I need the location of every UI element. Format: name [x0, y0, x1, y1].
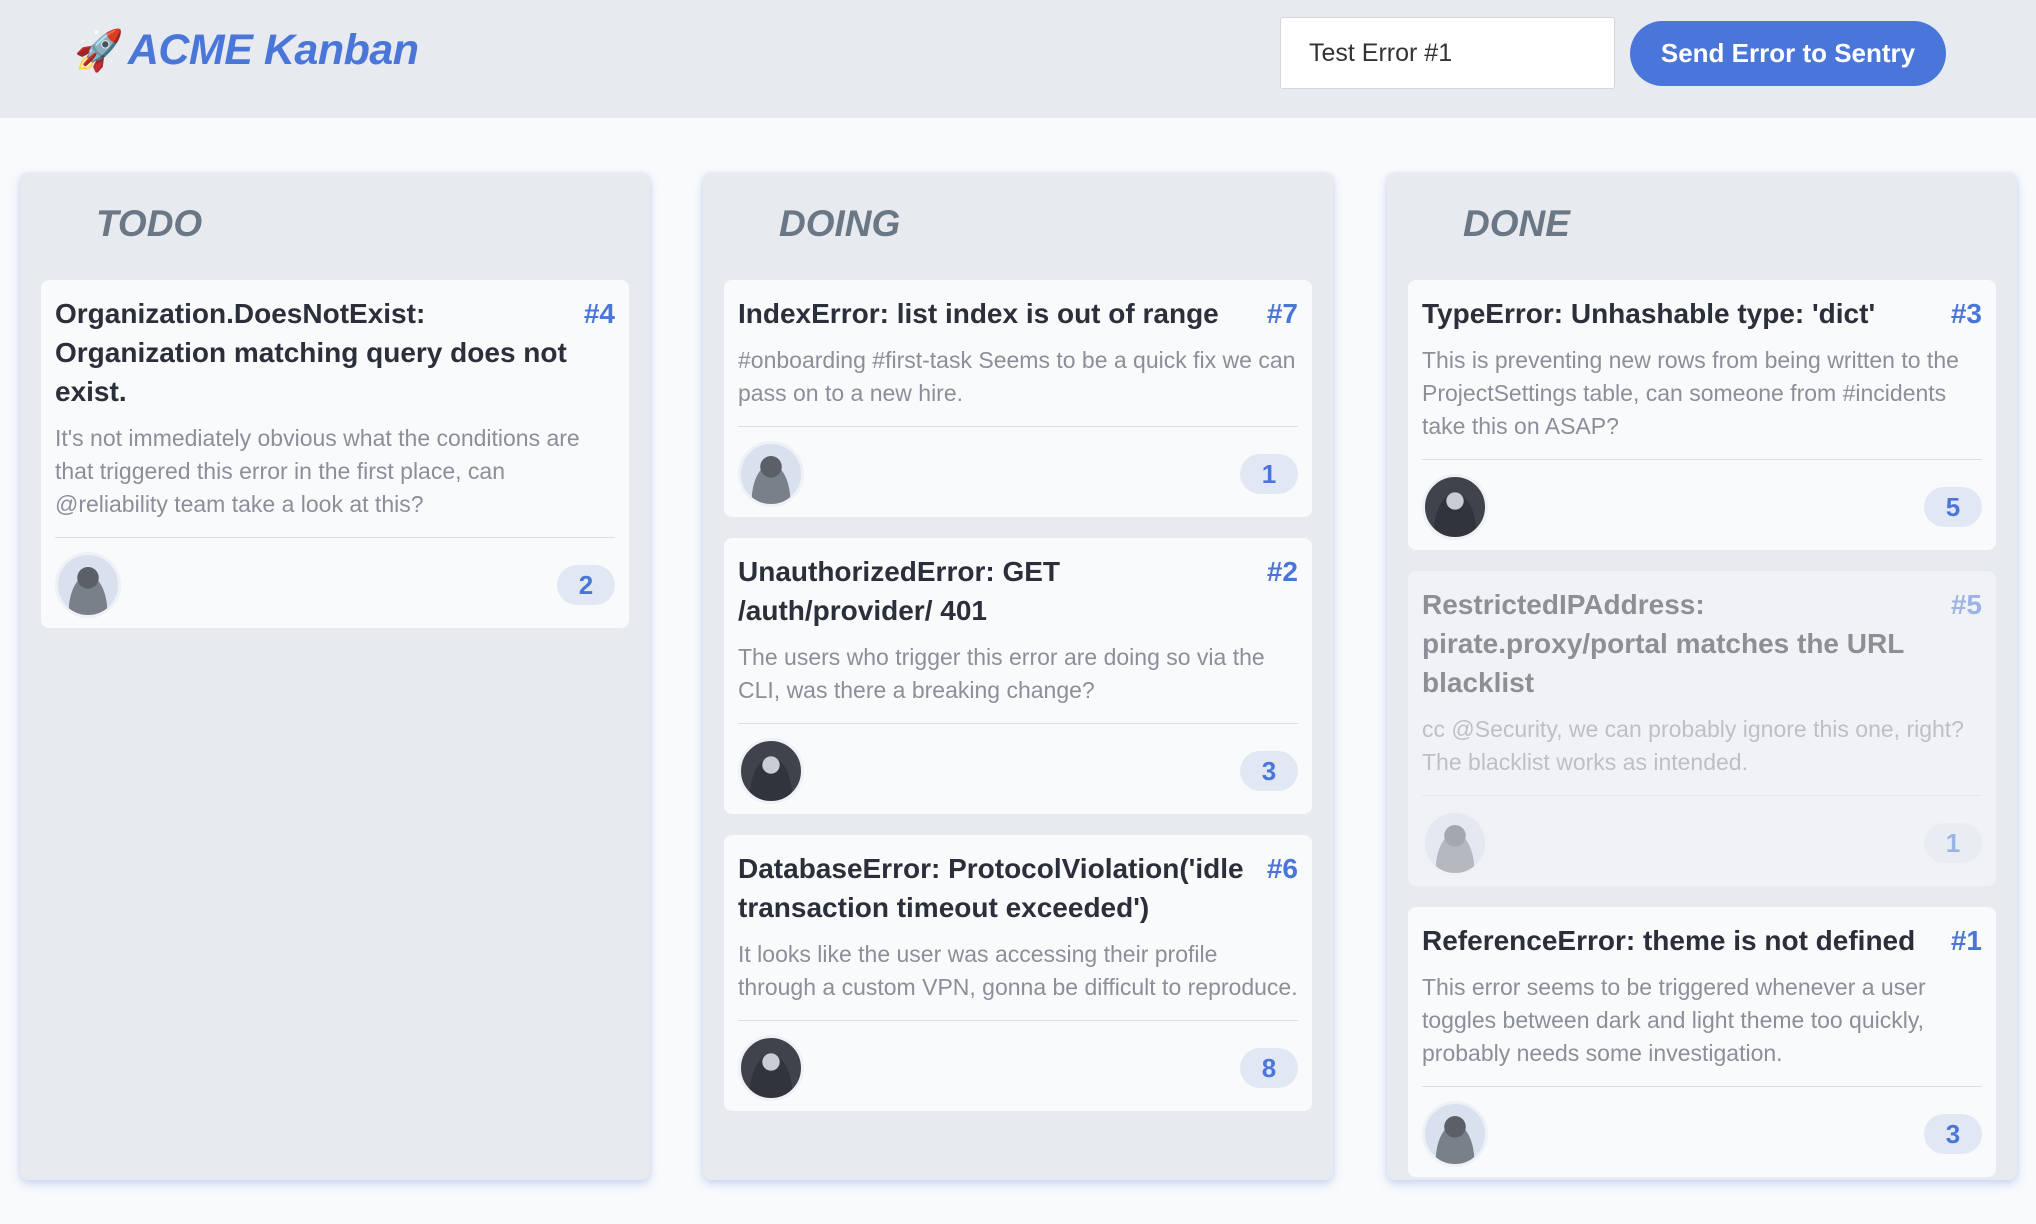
avatar-woman[interactable] [55, 552, 121, 618]
issue-description: It's not immediately obvious what the co… [55, 422, 615, 538]
issue-description: #onboarding #first-task Seems to be a qu… [738, 344, 1298, 427]
issue-title: IndexError: list index is out of range [738, 298, 1219, 329]
issue-id: #2 [1266, 556, 1298, 587]
column-doing: DOING IndexError: list index is out of r… [703, 173, 1333, 1180]
issue-title: ReferenceError: theme is not defined [1422, 925, 1916, 956]
error-message-input[interactable] [1280, 17, 1615, 89]
column-done: DONE TypeError: Unhashable type: 'dict' … [1387, 173, 2017, 1180]
issue-title: TypeError: Unhashable type: 'dict' [1422, 298, 1876, 329]
issue-card[interactable]: Organization.DoesNotExist: Organization … [41, 280, 629, 628]
event-count-badge: 8 [1240, 1048, 1298, 1088]
event-count-badge: 5 [1924, 487, 1982, 527]
issue-id: #5 [1950, 589, 1982, 620]
event-count-badge: 1 [1240, 454, 1298, 494]
avatar-man[interactable] [738, 1035, 804, 1101]
issue-id: #7 [1266, 298, 1298, 329]
issue-id: #4 [583, 298, 615, 329]
event-count-badge: 2 [557, 565, 615, 605]
issue-card[interactable]: IndexError: list index is out of range #… [724, 280, 1312, 517]
issue-id: #3 [1950, 298, 1982, 329]
issue-card[interactable]: UnauthorizedError: GET /auth/provider/ 4… [724, 538, 1312, 814]
issue-id: #1 [1950, 925, 1982, 956]
send-error-button[interactable]: Send Error to Sentry [1630, 21, 1946, 86]
logo: 🚀 ACME Kanban [74, 26, 419, 75]
event-count-badge: 3 [1924, 1114, 1982, 1154]
column-todo: TODO Organization.DoesNotExist: Organiza… [20, 173, 650, 1180]
issue-description: cc @Security, we can probably ignore thi… [1422, 713, 1982, 796]
issue-id: #6 [1266, 853, 1298, 884]
issue-title: RestrictedIPAddress: pirate.proxy/portal… [1422, 589, 1904, 698]
column-title: TODO [96, 203, 203, 244]
avatar-woman[interactable] [738, 441, 804, 507]
column-title: DOING [779, 203, 901, 244]
avatar-man-cap[interactable] [738, 738, 804, 804]
issue-description: This error seems to be triggered wheneve… [1422, 971, 1982, 1087]
avatar-woman[interactable] [1422, 1101, 1488, 1167]
rocket-icon: 🚀 [74, 28, 124, 73]
issue-card[interactable]: RestrictedIPAddress: pirate.proxy/portal… [1408, 571, 1996, 886]
column-title: DONE [1463, 203, 1570, 244]
issue-card[interactable]: TypeError: Unhashable type: 'dict' #3 Th… [1408, 280, 1996, 550]
issue-description: This is preventing new rows from being w… [1422, 344, 1982, 460]
app-header: 🚀 ACME Kanban Send Error to Sentry [0, 0, 2036, 118]
issue-description: It looks like the user was accessing the… [738, 938, 1298, 1021]
issue-description: The users who trigger this error are doi… [738, 641, 1298, 724]
issue-title: Organization.DoesNotExist: Organization … [55, 298, 567, 407]
event-count-badge: 1 [1924, 823, 1982, 863]
avatar-bearded-man[interactable] [1422, 474, 1488, 540]
app-title: ACME Kanban [127, 26, 419, 74]
issue-title: DatabaseError: ProtocolViolation('idle t… [738, 853, 1244, 923]
issue-title: UnauthorizedError: GET /auth/provider/ 4… [738, 556, 1061, 626]
issue-card[interactable]: DatabaseError: ProtocolViolation('idle t… [724, 835, 1312, 1111]
event-count-badge: 3 [1240, 751, 1298, 791]
avatar-man[interactable] [1422, 810, 1488, 876]
issue-card[interactable]: ReferenceError: theme is not defined #1 … [1408, 907, 1996, 1177]
